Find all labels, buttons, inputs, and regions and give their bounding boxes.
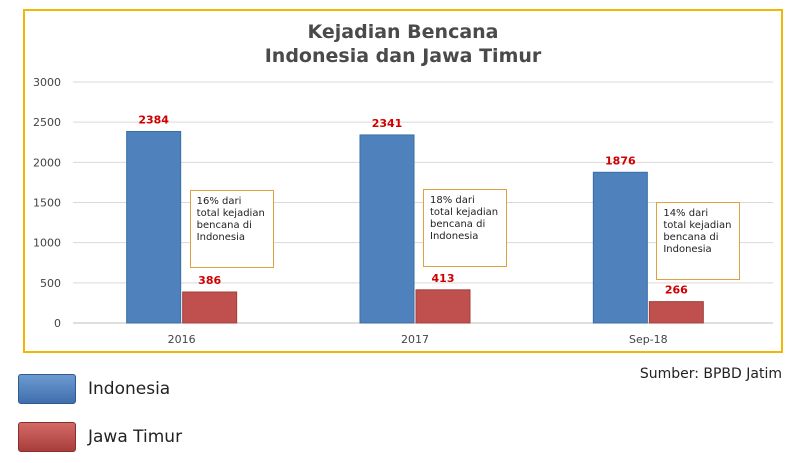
y-tick-label-2000: 2000 — [33, 156, 61, 169]
chart-title-line-1: Kejadian Bencana — [307, 21, 499, 43]
y-tick-label-0: 0 — [54, 317, 61, 330]
legend-swatch-indonesia — [18, 374, 76, 404]
data-label-indonesia-sep-18: 1876 — [605, 154, 636, 167]
y-tick-label-1500: 1500 — [33, 197, 61, 210]
annotation-box-2016: 16% dari total kejadian bencana di Indon… — [189, 190, 274, 268]
data-label-jawa-timur-2016: 386 — [198, 274, 221, 287]
bar-indonesia-2016 — [126, 130, 182, 324]
source-note: Sumber: BPBD Jatim — [639, 366, 782, 382]
y-tick-label-1000: 1000 — [33, 237, 61, 250]
x-tick-label-2016: 2016 — [168, 333, 196, 346]
chart-plot: 0 500 1000 1500 2000 2500 3000 2384 386 2016 2341 4… — [33, 76, 773, 346]
y-tick-label-2500: 2500 — [33, 116, 61, 129]
data-label-jawa-timur-2017: 413 — [432, 272, 455, 285]
legend-item-jawa-timur: Jawa Timur — [18, 422, 182, 452]
legend-item-indonesia: Indonesia — [18, 374, 170, 404]
annotation-box-sep-18: 14% dari total kejadian bencana di Indon… — [656, 202, 741, 280]
chart-frame: Kejadian Bencana Indonesia dan Jawa Timu… — [23, 9, 783, 353]
data-label-jawa-timur-sep-18: 266 — [665, 284, 688, 297]
legend-label-jawa-timur: Jawa Timur — [88, 427, 183, 447]
data-label-indonesia-2017: 2341 — [372, 117, 403, 130]
bar-jawa-timur-2016 — [182, 291, 238, 324]
x-tick-label-sep-18: Sep-18 — [629, 333, 668, 346]
bar-jawa-timur-sep-18 — [648, 301, 704, 324]
chart-title-line-2: Indonesia dan Jawa Timur — [264, 45, 542, 67]
y-tick-label-500: 500 — [40, 277, 61, 290]
data-label-indonesia-2016: 2384 — [138, 113, 169, 126]
bar-indonesia-2017 — [359, 134, 415, 324]
y-tick-label-3000: 3000 — [33, 76, 61, 89]
x-tick-label-2017: 2017 — [401, 333, 429, 346]
bar-indonesia-sep-18 — [592, 171, 648, 324]
annotation-box-2017: 18% dari total kejadian bencana di Indon… — [423, 189, 507, 267]
bar-jawa-timur-2017 — [415, 289, 471, 324]
legend-label-indonesia: Indonesia — [88, 379, 171, 399]
legend-swatch-jawa-timur — [18, 422, 76, 452]
